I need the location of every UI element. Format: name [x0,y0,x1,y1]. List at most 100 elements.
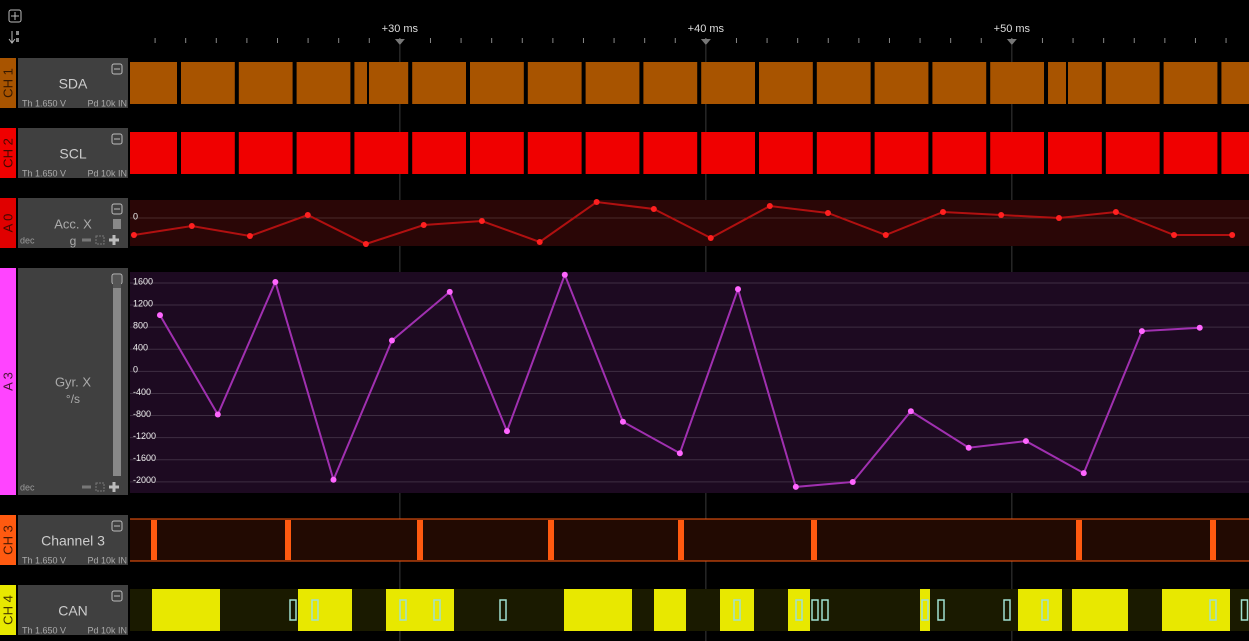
signal-gap [292,62,297,104]
fit-icon [95,482,105,492]
collapse-button[interactable] [111,590,123,602]
signal-gap [177,62,181,104]
data-point [362,241,369,247]
bit-marker [733,599,741,621]
channel-id: A 3 [0,372,15,391]
signal-pulse [417,520,423,560]
ruler-label: +30 ms [382,23,419,35]
y-tick-label: -1200 [133,431,156,441]
signal-gap [928,132,933,174]
icon-frame [111,590,123,602]
bit-marker [821,599,829,621]
signal-gap [234,62,239,104]
signal-low [830,589,864,631]
bit-marker [289,599,297,621]
icon-frame [8,9,22,23]
signal-low [810,589,820,631]
signal-gap [755,62,760,104]
signal-gap [523,132,528,174]
signal-gap [234,132,239,174]
icon-frame [111,203,123,215]
signal-low [996,589,1018,631]
signal-high [920,589,930,631]
sort-button[interactable] [8,31,19,44]
channel-panel [18,128,128,178]
signal-low [686,589,720,631]
signal-high [420,589,454,631]
zoom-buttons[interactable] [82,482,119,492]
pull-label: Pd 10k IN [87,555,127,565]
bit-marker [433,599,441,621]
signal-high [298,589,332,631]
number-format: dec [20,235,35,245]
channel-color-strip [0,58,16,108]
scrollbar-thumb[interactable] [113,288,121,476]
signal-gap [581,132,586,174]
channel-panel [18,58,128,108]
channel-panel [18,268,128,495]
signal-high [1018,589,1028,631]
signal-gap [292,132,297,174]
signal-low [632,589,654,631]
signal-high [788,589,810,631]
fit-icon [95,235,105,245]
data-point [907,408,914,415]
y-tick-label: 1600 [133,276,153,286]
signal-high [1072,589,1094,631]
channel-color-strip [0,198,16,248]
data-point [1022,438,1029,445]
signal-gap [928,62,933,104]
ruler-label: +50 ms [994,23,1031,35]
signal-gap [408,132,413,174]
ruler-marker [1006,39,1017,45]
signal-gap [1066,62,1068,104]
signal-low [820,589,830,631]
signal-low [288,589,298,631]
signal-gap [755,132,760,174]
signal-low [454,589,464,631]
signal-gap [1044,132,1049,174]
collapse-button[interactable] [111,63,123,75]
signal-gap [408,62,413,104]
time-ruler: +30 ms +40 ms +50 ms [154,23,1227,45]
data-point [998,212,1005,218]
channel-unit: °/s [66,392,80,406]
signal-low [1240,589,1249,631]
y-tick-label: 800 [133,321,148,331]
signal-gap [466,132,471,174]
channel-color-strip [0,268,16,495]
collapse-button[interactable] [111,133,123,145]
zoom-buttons[interactable] [82,235,119,245]
signal-pulse [151,520,157,560]
icon-frame [111,520,123,532]
signal-gap [639,62,644,104]
data-point [388,337,395,344]
y-tick-label: -400 [133,387,151,397]
plot-background [130,272,1249,493]
collapse-button[interactable] [111,520,123,532]
plot-background [130,200,1249,246]
signal-gap [697,132,702,174]
signal-high [1028,589,1062,631]
signal-gap [177,132,181,174]
signal-low [130,589,152,631]
data-point [766,203,773,209]
scroll-handle[interactable] [113,219,121,229]
signal-low [1230,589,1240,631]
data-point [561,271,568,278]
signal-gap [986,62,991,104]
channel-color-strip [0,585,16,635]
data-point [650,206,657,212]
signal-gap [1101,62,1106,104]
pull-label: Pd 10k IN [87,168,127,178]
collapse-button[interactable] [111,203,123,215]
data-point [824,210,831,216]
signal-gap [1159,62,1164,104]
signal-high [130,132,1249,174]
pull-label: Pd 10k IN [87,98,127,108]
signal-gap [1159,132,1164,174]
bit-marker [1209,599,1217,621]
signal-gap [870,132,875,174]
data-point [1112,209,1119,215]
add-channel-button[interactable] [8,9,22,23]
